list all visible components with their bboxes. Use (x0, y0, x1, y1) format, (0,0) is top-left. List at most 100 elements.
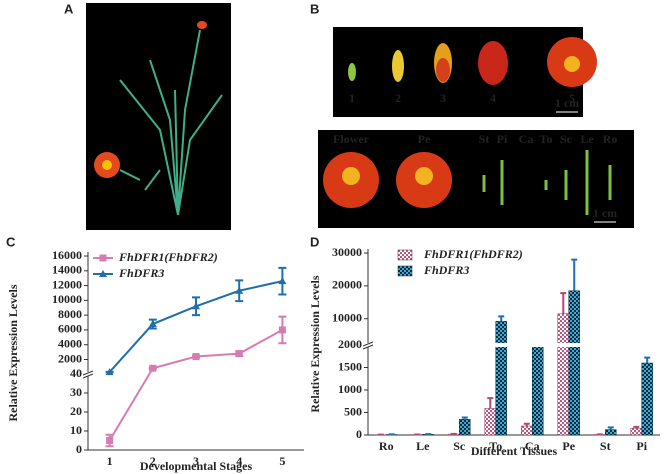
photo-b-stages (333, 27, 597, 117)
photo-b-tissues (318, 130, 634, 228)
y-tick-label: 20 (70, 404, 82, 418)
bar (495, 321, 507, 436)
tissue-label: St (479, 132, 490, 146)
x-tick-label: Sc (453, 439, 466, 453)
tissue-label: Pi (497, 132, 508, 146)
y-tick-label: 500 (344, 404, 362, 418)
panel-label: D (310, 234, 319, 249)
bar (568, 290, 580, 436)
x-tick-label: 2 (150, 454, 156, 468)
point (278, 326, 286, 334)
tissue-label: Ca (519, 132, 534, 146)
y-tick-label: 40 (70, 366, 82, 380)
y-axis-title: Relative Expression Levels (308, 275, 322, 412)
tissue-label: Flower (333, 132, 370, 146)
x-tick-label: Le (416, 439, 430, 453)
scale-label: 1 cm (593, 206, 617, 220)
x-axis-title: Different Tissues (471, 444, 558, 458)
legend-marker (99, 270, 107, 277)
x-tick-label: 1 (107, 454, 113, 468)
y-tick-label: 8000 (58, 307, 82, 321)
panel-label: A (64, 1, 74, 16)
y-tick-label: 1500 (338, 359, 362, 373)
point (148, 320, 157, 328)
scale-label: 1 cm (555, 96, 579, 110)
panel-label: B (310, 1, 319, 16)
legend-label: FhDFR1(FhDFR2) (118, 250, 218, 264)
x-tick-label: St (600, 439, 611, 453)
error-bar (461, 416, 468, 420)
y-tick-label: 2000 (338, 337, 362, 351)
x-tick-label: Pe (562, 439, 575, 453)
stage-label: 4 (490, 91, 496, 105)
stage-label: 5 (569, 91, 575, 105)
legend-label: FhDFR3 (423, 263, 469, 277)
x-axis-title: Developmental Stages (140, 459, 253, 473)
bar (521, 425, 533, 436)
x-tick-label: 4 (236, 454, 242, 468)
bar (484, 408, 496, 436)
point (105, 368, 114, 376)
stage-label: 1 (349, 91, 355, 105)
point (235, 286, 244, 294)
legend-swatch (397, 249, 413, 261)
error-bar (560, 292, 567, 314)
stage-label: 3 (440, 91, 446, 105)
error-bar (498, 315, 505, 322)
bar (459, 419, 471, 436)
y-tick-label: 30 (70, 385, 82, 399)
bar (641, 362, 653, 436)
legend-label: FhDFR3 (118, 266, 164, 280)
point (278, 277, 287, 285)
x-tick-label: To (489, 439, 502, 453)
y-tick-label: 0 (356, 427, 362, 441)
panel-label: C (6, 234, 16, 249)
legend-label: FhDFR1(FhDFR2) (423, 247, 523, 261)
tissue-label: To (540, 132, 553, 146)
error-bar (523, 422, 530, 426)
y-tick-label: 0 (76, 442, 82, 456)
bar (557, 313, 569, 436)
y-tick-label: 20000 (332, 278, 362, 292)
error-bar (487, 397, 494, 409)
axis-break-gap (82, 372, 92, 376)
x-tick-label: 3 (193, 454, 199, 468)
point (192, 353, 200, 361)
y-tick-label: 14000 (52, 263, 82, 277)
axis-break-gap (362, 343, 660, 347)
y-tick-label: 10000 (52, 292, 82, 306)
tissue-label: Le (580, 132, 594, 146)
y-tick-label: 16000 (52, 248, 82, 262)
y-tick-label: 10 (70, 423, 82, 437)
y-tick-label: 4000 (58, 336, 82, 350)
x-tick-label: 5 (279, 454, 285, 468)
bar (630, 428, 642, 436)
x-tick-label: Ro (379, 439, 394, 453)
error-bar (571, 258, 578, 291)
point (106, 437, 114, 444)
photo-a (86, 3, 231, 230)
point (192, 302, 200, 310)
y-tick-label: 10000 (332, 310, 362, 324)
error-bar (633, 425, 640, 429)
y-tick-label: 1000 (338, 382, 362, 396)
legend-marker (99, 254, 107, 262)
y-tick-label: 30000 (332, 245, 362, 259)
axis-break (362, 341, 374, 350)
error-bar (644, 356, 651, 363)
bar (605, 429, 617, 436)
stage-label: 2 (395, 91, 401, 105)
y-axis-title: Relative Expression Levels (6, 284, 20, 421)
axis-break (82, 370, 94, 379)
legend-swatch (397, 265, 413, 277)
y-tick-label: 6000 (58, 322, 82, 336)
x-tick-label: Pi (636, 439, 647, 453)
x-tick-label: Ca (525, 439, 540, 453)
tissue-label: Ro (603, 132, 618, 146)
tissue-label: Sc (560, 132, 573, 146)
series-line (108, 329, 283, 442)
point (149, 364, 157, 372)
bar (532, 344, 544, 436)
error-bar (607, 426, 614, 430)
